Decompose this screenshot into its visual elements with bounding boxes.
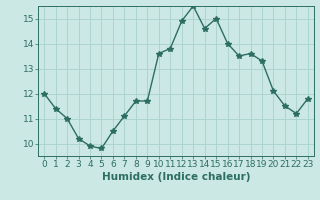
X-axis label: Humidex (Indice chaleur): Humidex (Indice chaleur) [102,172,250,182]
